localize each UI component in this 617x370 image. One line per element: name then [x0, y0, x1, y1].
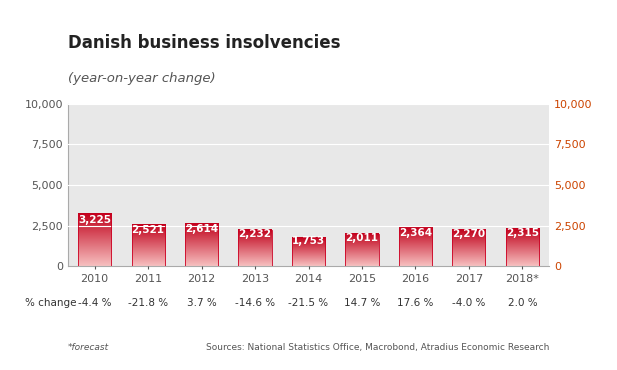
Text: -21.8 %: -21.8 % — [128, 298, 168, 309]
Text: 2,364: 2,364 — [399, 228, 432, 238]
Text: *forecast: *forecast — [68, 343, 109, 352]
Text: -4.4 %: -4.4 % — [78, 298, 111, 309]
Bar — [452, 229, 486, 266]
Text: 2,270: 2,270 — [452, 229, 486, 239]
Text: % change: % change — [25, 298, 76, 309]
Text: 2.0 %: 2.0 % — [508, 298, 537, 309]
Text: 2,232: 2,232 — [239, 229, 271, 239]
Text: -21.5 %: -21.5 % — [288, 298, 329, 309]
Text: 3,225: 3,225 — [78, 215, 111, 225]
Bar — [399, 228, 432, 266]
Bar — [238, 230, 271, 266]
Bar — [346, 234, 379, 266]
Text: 2,614: 2,614 — [185, 224, 218, 234]
Text: -14.6 %: -14.6 % — [235, 298, 275, 309]
Bar — [78, 214, 111, 266]
Text: 2,315: 2,315 — [506, 228, 539, 238]
Text: 14.7 %: 14.7 % — [344, 298, 380, 309]
Text: (year-on-year change): (year-on-year change) — [68, 72, 215, 85]
Text: Sources: National Statistics Office, Macrobond, Atradius Economic Research: Sources: National Statistics Office, Mac… — [205, 343, 549, 352]
Text: -4.0 %: -4.0 % — [452, 298, 486, 309]
Text: 1,753: 1,753 — [292, 236, 325, 246]
Text: 17.6 %: 17.6 % — [397, 298, 434, 309]
Bar — [292, 238, 325, 266]
Text: 3.7 %: 3.7 % — [187, 298, 217, 309]
Bar — [185, 224, 218, 266]
Text: 2,011: 2,011 — [346, 233, 378, 243]
Text: Danish business insolvencies: Danish business insolvencies — [68, 34, 341, 52]
Bar — [506, 229, 539, 266]
Text: 2,521: 2,521 — [131, 225, 165, 235]
Bar — [131, 225, 165, 266]
